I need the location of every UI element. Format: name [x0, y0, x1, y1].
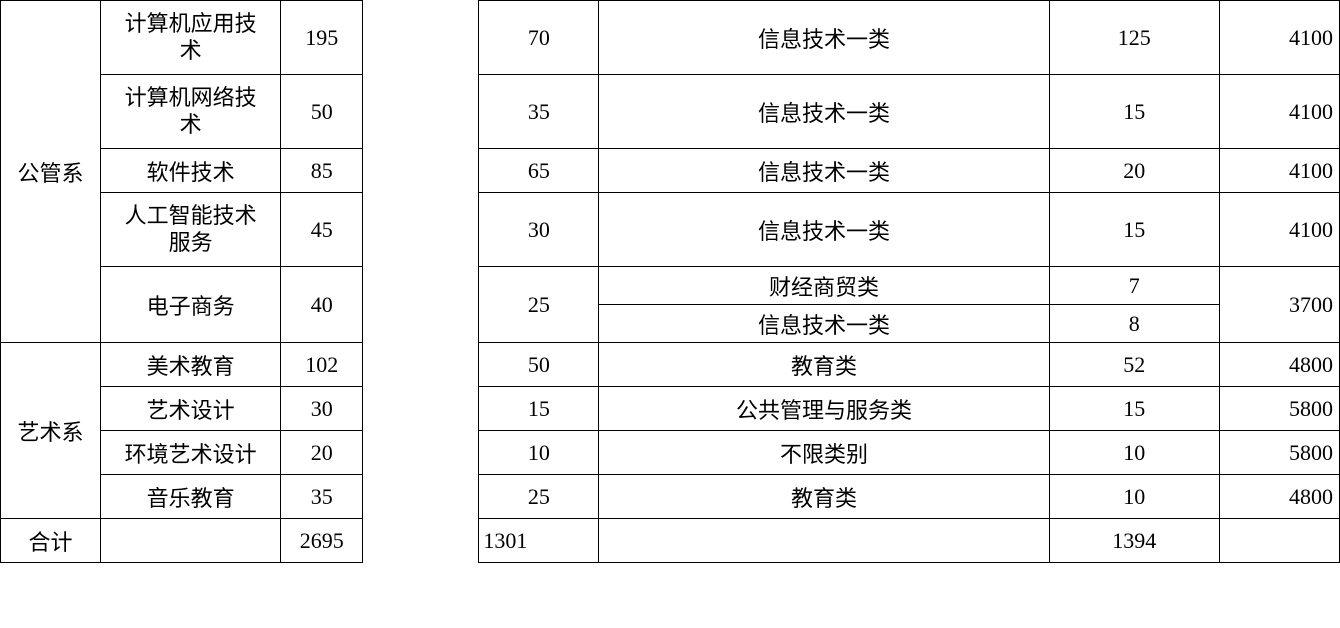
dept-gongguan: 公管系 [1, 1, 101, 343]
major-cell: 音乐教育 [101, 475, 281, 519]
major-cell: 艺术设计 [101, 387, 281, 431]
major-line2: 术 [180, 112, 202, 137]
cell-c5: 35 [479, 75, 599, 149]
cell-c8: 4100 [1219, 193, 1339, 267]
major-cell: 人工智能技术 服务 [101, 193, 281, 267]
cell-c5: 50 [479, 343, 599, 387]
cell-c6a: 财经商贸类 [599, 267, 1049, 305]
major-line2: 术 [180, 38, 202, 63]
cell-c8: 3700 [1219, 267, 1339, 343]
major-cell: 计算机应用技 术 [101, 1, 281, 75]
cell-c3: 50 [281, 75, 363, 149]
cell-c5: 15 [479, 387, 599, 431]
cell-c6: 教育类 [599, 475, 1049, 519]
cell-c7: 15 [1049, 193, 1219, 267]
cell-c8: 5800 [1219, 431, 1339, 475]
cell-c6: 信息技术一类 [599, 1, 1049, 75]
cell-c7: 10 [1049, 431, 1219, 475]
total-empty-c8 [1219, 519, 1339, 563]
cell-c6: 教育类 [599, 343, 1049, 387]
cell-c3: 35 [281, 475, 363, 519]
cell-c8: 4100 [1219, 1, 1339, 75]
cell-c5: 25 [479, 475, 599, 519]
cell-c8: 5800 [1219, 387, 1339, 431]
cell-c5: 70 [479, 1, 599, 75]
cell-c5: 25 [479, 267, 599, 343]
major-cell: 电子商务 [101, 267, 281, 343]
total-label: 合计 [1, 519, 101, 563]
enrollment-table: 公管系 计算机应用技 术 195 70 信息技术一类 125 4100 计算机网… [0, 0, 1340, 563]
major-line1: 计算机网络技 [125, 85, 257, 110]
total-c3: 2695 [281, 519, 363, 563]
cell-c3: 20 [281, 431, 363, 475]
cell-c8: 4800 [1219, 343, 1339, 387]
cell-c6: 公共管理与服务类 [599, 387, 1049, 431]
cell-c7: 125 [1049, 1, 1219, 75]
cell-c6: 信息技术一类 [599, 75, 1049, 149]
cell-c3: 40 [281, 267, 363, 343]
cell-c6b: 信息技术一类 [599, 305, 1049, 343]
cell-c8: 4100 [1219, 75, 1339, 149]
cell-c6: 不限类别 [599, 431, 1049, 475]
cell-c7: 52 [1049, 343, 1219, 387]
cell-c3: 102 [281, 343, 363, 387]
cell-c7a: 7 [1049, 267, 1219, 305]
cell-c8: 4800 [1219, 475, 1339, 519]
major-line1: 计算机应用技 [125, 11, 257, 36]
cell-c7: 20 [1049, 149, 1219, 193]
major-cell: 美术教育 [101, 343, 281, 387]
major-line1: 人工智能技术 [125, 203, 257, 228]
cell-c3: 195 [281, 1, 363, 75]
cell-c6: 信息技术一类 [599, 193, 1049, 267]
major-line2: 服务 [169, 230, 213, 255]
cell-c3: 30 [281, 387, 363, 431]
cell-c7: 15 [1049, 387, 1219, 431]
cell-c3: 85 [281, 149, 363, 193]
empty-col-4 [363, 1, 479, 563]
dept-yishu: 艺术系 [1, 343, 101, 519]
cell-c6: 信息技术一类 [599, 149, 1049, 193]
major-cell: 环境艺术设计 [101, 431, 281, 475]
cell-c5: 65 [479, 149, 599, 193]
total-empty-major [101, 519, 281, 563]
cell-c5: 10 [479, 431, 599, 475]
cell-c7: 15 [1049, 75, 1219, 149]
total-c5: 1301 [479, 519, 599, 563]
cell-c7: 10 [1049, 475, 1219, 519]
cell-c3: 45 [281, 193, 363, 267]
total-empty-c6 [599, 519, 1049, 563]
cell-c7b: 8 [1049, 305, 1219, 343]
cell-c5: 30 [479, 193, 599, 267]
table-wrapper: 公管系 计算机应用技 术 195 70 信息技术一类 125 4100 计算机网… [0, 0, 1340, 628]
major-cell: 软件技术 [101, 149, 281, 193]
cell-c8: 4100 [1219, 149, 1339, 193]
major-cell: 计算机网络技 术 [101, 75, 281, 149]
total-c7: 1394 [1049, 519, 1219, 563]
